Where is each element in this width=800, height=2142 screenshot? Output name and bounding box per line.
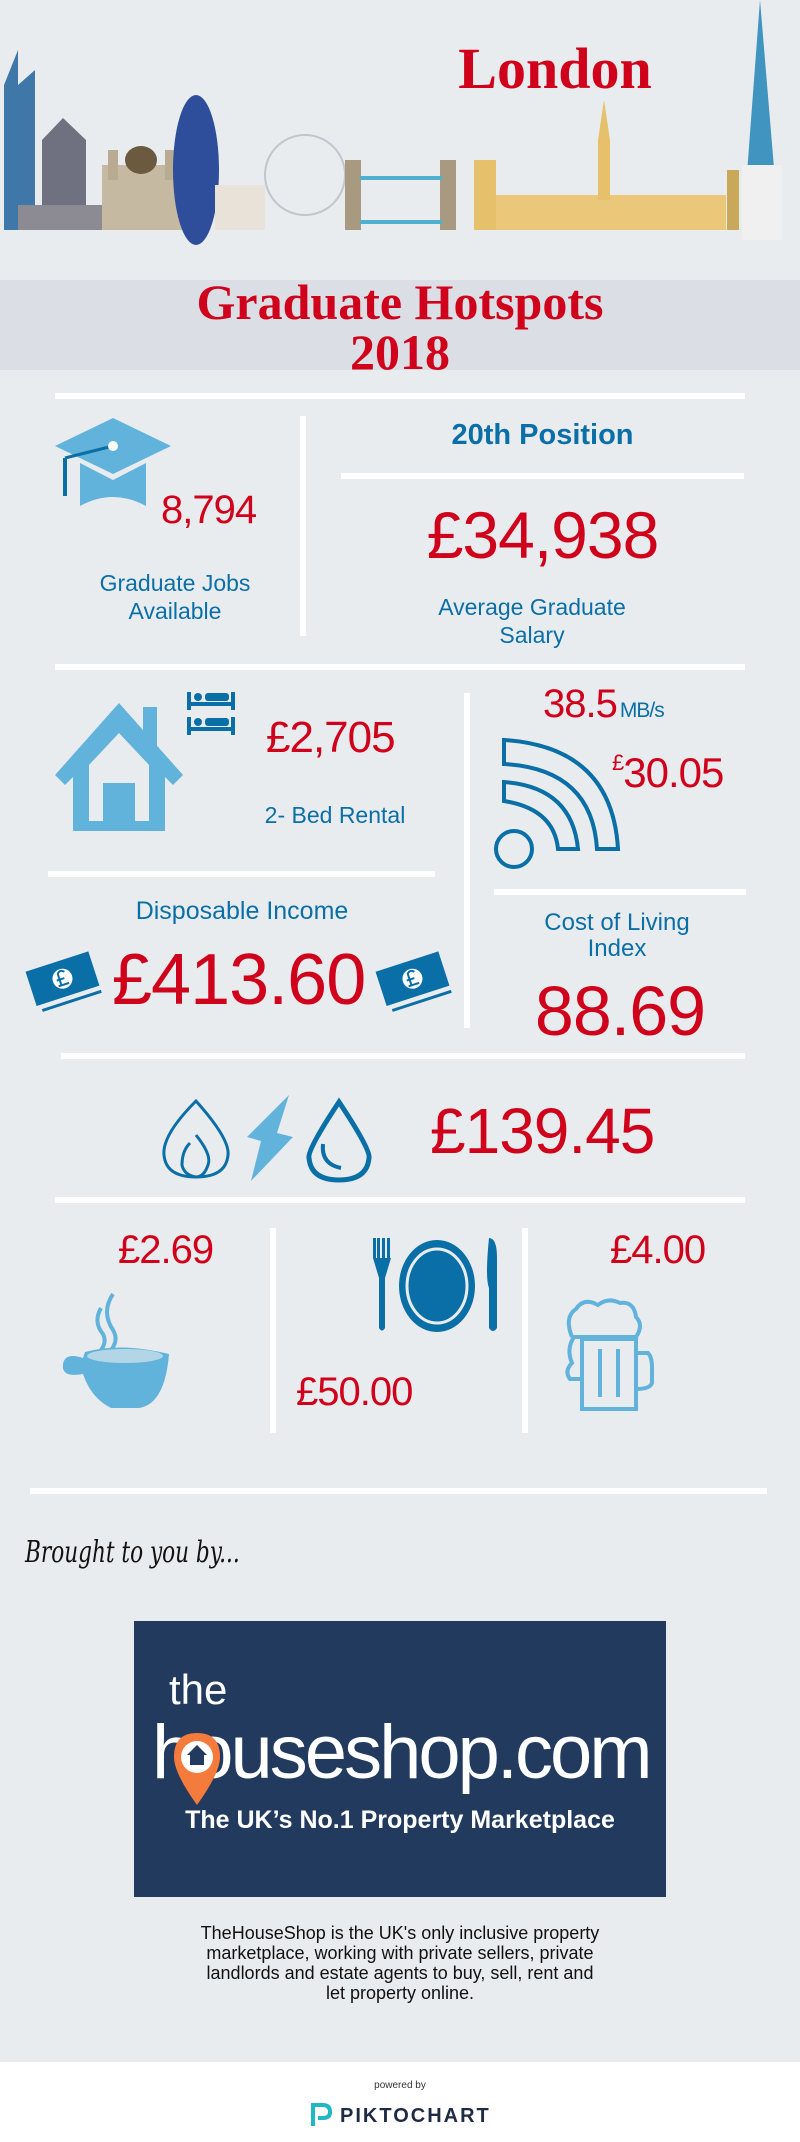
broadband-speed: 38.5 MB/s bbox=[543, 682, 665, 726]
graduation-cap-icon bbox=[55, 418, 171, 506]
divider bbox=[341, 473, 744, 479]
beer-mug-icon bbox=[565, 1298, 654, 1411]
broadband-price: £30.05 bbox=[612, 749, 724, 796]
graduate-jobs-value: 8,794 bbox=[161, 488, 257, 532]
title-line-2: 2018 bbox=[350, 324, 450, 380]
ranking-position: 20th Position bbox=[451, 419, 634, 451]
average-salary-label: Average Graduate Salary bbox=[438, 594, 626, 648]
broadband-price-value: 30.05 bbox=[623, 749, 724, 796]
page-title: Graduate Hotspots 2018 bbox=[0, 277, 800, 377]
house-icon bbox=[55, 703, 183, 831]
footer: powered by PIKTOCHART bbox=[0, 2062, 800, 2142]
divider-vertical bbox=[300, 416, 306, 636]
divider bbox=[55, 393, 745, 399]
powered-by-label: powered by bbox=[374, 2080, 426, 2091]
disposable-income-value: £413.60 bbox=[112, 940, 366, 1020]
wifi-icon bbox=[494, 737, 621, 869]
divider-vertical bbox=[464, 693, 470, 1028]
divider bbox=[61, 1053, 745, 1059]
title-line-1: Graduate Hotspots bbox=[196, 274, 604, 330]
london-skyline-illustration bbox=[0, 0, 800, 370]
beer-price: £4.00 bbox=[610, 1228, 706, 1272]
sponsor-description: TheHouseShop is the UK's only inclusive … bbox=[200, 1923, 600, 2003]
logo-tagline: The UK’s No.1 Property Marketplace bbox=[185, 1806, 615, 1834]
rental-value: £2,705 bbox=[266, 713, 396, 762]
map-pin-icon bbox=[174, 1733, 220, 1805]
logo-name: houseshop.com bbox=[152, 1710, 653, 1795]
sponsor-intro: Brought to you by... bbox=[25, 1535, 240, 1570]
divider bbox=[55, 1197, 745, 1203]
city-title: London bbox=[458, 36, 652, 101]
lightning-icon bbox=[247, 1095, 293, 1181]
broadband-price-currency: £ bbox=[612, 750, 624, 775]
bed-icon bbox=[187, 692, 235, 735]
utilities-value: £139.45 bbox=[430, 1095, 655, 1167]
banknote-icon bbox=[25, 951, 102, 1012]
broadband-speed-value: 38.5 bbox=[543, 682, 618, 726]
average-salary-value: £34,938 bbox=[426, 498, 660, 572]
piktochart-logo-icon bbox=[311, 2103, 333, 2126]
coffee-price: £2.69 bbox=[118, 1228, 214, 1272]
logo-the: the bbox=[169, 1666, 228, 1713]
divider-vertical bbox=[522, 1228, 528, 1433]
disposable-income-label: Disposable Income bbox=[135, 897, 349, 925]
flame-icon bbox=[162, 1098, 230, 1179]
water-drop-icon bbox=[306, 1097, 372, 1183]
houseshop-logo[interactable]: the houseshop.com The UK’s No.1 Property… bbox=[134, 1621, 666, 1897]
divider bbox=[48, 871, 435, 877]
divider bbox=[494, 889, 746, 895]
meal-price: £50.00 bbox=[296, 1370, 413, 1414]
cost-of-living-value: 88.69 bbox=[534, 972, 706, 1050]
coffee-cup-icon bbox=[62, 1292, 170, 1408]
rental-label: 2- Bed Rental bbox=[264, 802, 406, 828]
graduate-jobs-label: Graduate Jobs Available bbox=[99, 570, 251, 624]
divider bbox=[30, 1488, 767, 1494]
divider-vertical bbox=[270, 1228, 276, 1433]
divider bbox=[55, 664, 745, 670]
banknote-icon bbox=[375, 951, 452, 1012]
plate-cutlery-icon bbox=[373, 1238, 497, 1332]
piktochart-brand[interactable]: PIKTOCHART bbox=[310, 2100, 490, 2130]
piktochart-wordmark: PIKTOCHART bbox=[340, 2105, 491, 2127]
broadband-speed-unit: MB/s bbox=[619, 699, 665, 722]
cost-of-living-label: Cost of Living Index bbox=[544, 909, 690, 963]
